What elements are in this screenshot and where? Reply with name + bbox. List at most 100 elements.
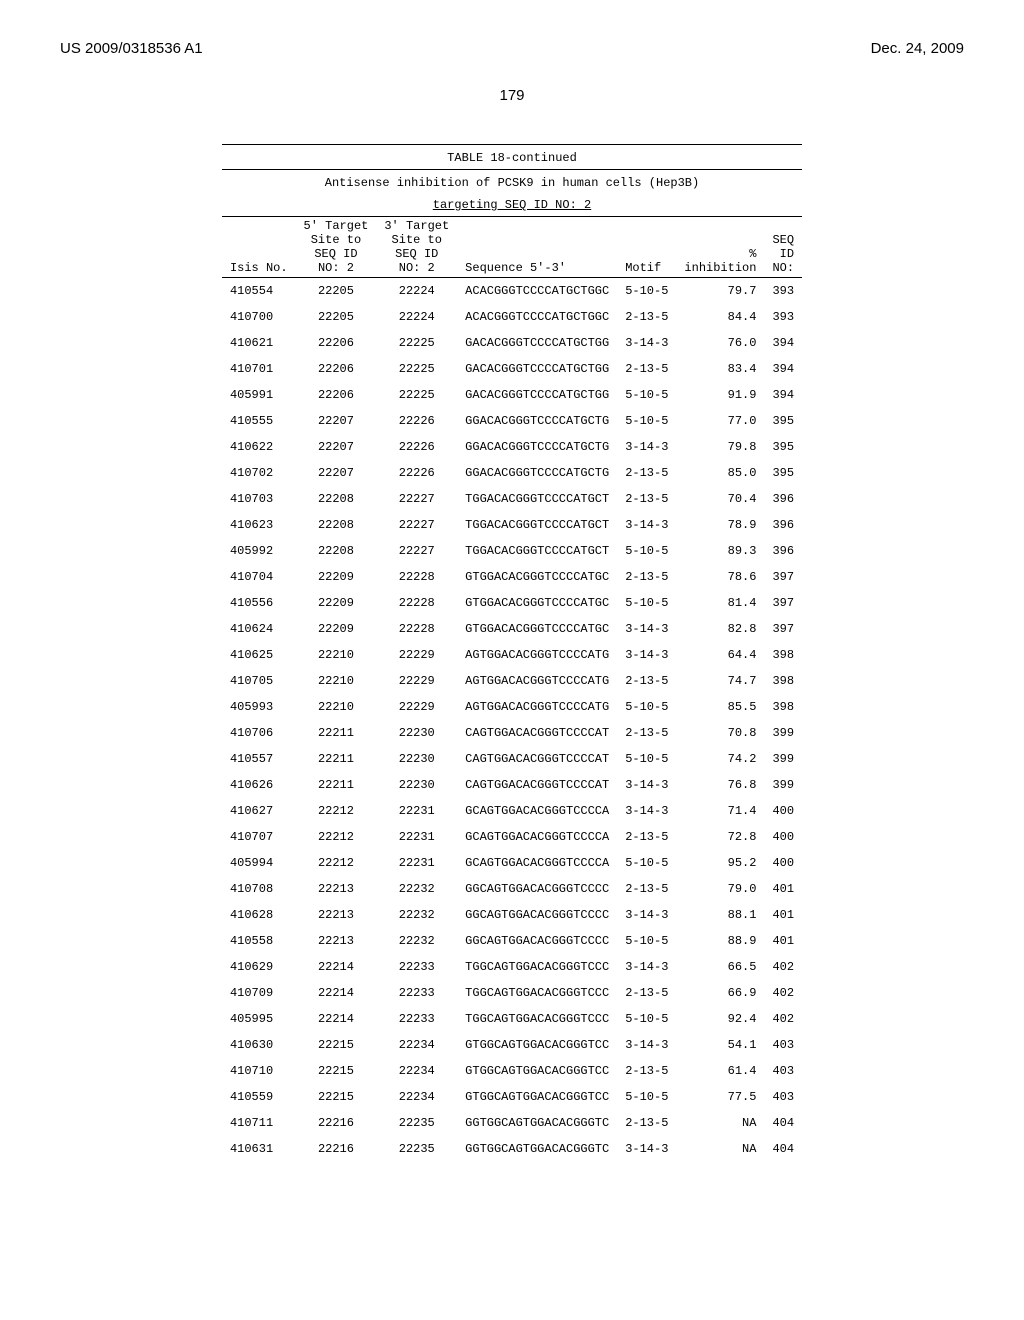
cell-sequence: CAGTGGACACGGGTCCCCAT	[457, 772, 617, 798]
cell-site3: 22232	[376, 876, 457, 902]
table-row: 4106252221022229AGTGGACACGGGTCCCCATG3-14…	[222, 642, 802, 668]
cell-seqid: 397	[764, 616, 802, 642]
cell-inhibition: 79.7	[676, 278, 764, 305]
table-header-row: Isis No. 5' Target Site to SEQ ID NO: 2 …	[222, 217, 802, 278]
cell-motif: 3-14-3	[617, 616, 676, 642]
table-row: 4107062221122230CAGTGGACACGGGTCCCCAT2-13…	[222, 720, 802, 746]
table-row: 4106242220922228GTGGACACGGGTCCCCATGC3-14…	[222, 616, 802, 642]
cell-seqid: 396	[764, 538, 802, 564]
cell-inhibition: 88.9	[676, 928, 764, 954]
cell-motif: 5-10-5	[617, 382, 676, 408]
cell-site3: 22230	[376, 746, 457, 772]
cell-site3: 22229	[376, 668, 457, 694]
cell-isis: 410559	[222, 1084, 296, 1110]
cell-motif: 5-10-5	[617, 850, 676, 876]
cell-inhibition: 66.5	[676, 954, 764, 980]
cell-isis: 410707	[222, 824, 296, 850]
cell-site3: 22228	[376, 616, 457, 642]
cell-seqid: 403	[764, 1084, 802, 1110]
cell-isis: 405991	[222, 382, 296, 408]
cell-site5: 22210	[296, 694, 377, 720]
table-row: 4107072221222231GCAGTGGACACGGGTCCCCA2-13…	[222, 824, 802, 850]
cell-site3: 22224	[376, 304, 457, 330]
cell-inhibition: 66.9	[676, 980, 764, 1006]
cell-site3: 22233	[376, 1006, 457, 1032]
cell-isis: 410554	[222, 278, 296, 305]
cell-site3: 22225	[376, 330, 457, 356]
cell-seqid: 395	[764, 408, 802, 434]
table-row: 4106312221622235GGTGGCAGTGGACACGGGTC3-14…	[222, 1136, 802, 1162]
page-header: US 2009/0318536 A1 Dec. 24, 2009	[60, 40, 964, 57]
cell-sequence: GGTGGCAGTGGACACGGGTC	[457, 1136, 617, 1162]
cell-motif: 2-13-5	[617, 980, 676, 1006]
cell-site5: 22209	[296, 590, 377, 616]
cell-sequence: GACACGGGTCCCCATGCTGG	[457, 330, 617, 356]
cell-motif: 3-14-3	[617, 512, 676, 538]
cell-sequence: GTGGCAGTGGACACGGGTCC	[457, 1084, 617, 1110]
cell-seqid: 399	[764, 720, 802, 746]
cell-site5: 22211	[296, 720, 377, 746]
cell-inhibition: 78.6	[676, 564, 764, 590]
table-row: 4107102221522234GTGGCAGTGGACACGGGTCC2-13…	[222, 1058, 802, 1084]
cell-sequence: GTGGACACGGGTCCCCATGC	[457, 564, 617, 590]
cell-sequence: GGTGGCAGTGGACACGGGTC	[457, 1110, 617, 1136]
cell-seqid: 398	[764, 694, 802, 720]
cell-sequence: GGACACGGGTCCCCATGCTG	[457, 460, 617, 486]
cell-isis: 410624	[222, 616, 296, 642]
cell-site3: 22225	[376, 356, 457, 382]
cell-sequence: GTGGCAGTGGACACGGGTCC	[457, 1032, 617, 1058]
cell-isis: 410630	[222, 1032, 296, 1058]
cell-seqid: 400	[764, 824, 802, 850]
cell-sequence: GGACACGGGTCCCCATGCTG	[457, 408, 617, 434]
cell-seqid: 399	[764, 746, 802, 772]
cell-site3: 22230	[376, 772, 457, 798]
cell-site5: 22209	[296, 616, 377, 642]
cell-site5: 22211	[296, 772, 377, 798]
table-row: 4107012220622225GACACGGGTCCCCATGCTGG2-13…	[222, 356, 802, 382]
cell-site5: 22213	[296, 928, 377, 954]
table-row: 4107092221422233TGGCAGTGGACACGGGTCCC2-13…	[222, 980, 802, 1006]
cell-inhibition: 74.7	[676, 668, 764, 694]
cell-sequence: GCAGTGGACACGGGTCCCCA	[457, 798, 617, 824]
cell-inhibition: 78.9	[676, 512, 764, 538]
cell-site3: 22226	[376, 434, 457, 460]
cell-seqid: 402	[764, 954, 802, 980]
cell-isis: 410708	[222, 876, 296, 902]
cell-inhibition: 70.4	[676, 486, 764, 512]
cell-sequence: TGGACACGGGTCCCCATGCT	[457, 486, 617, 512]
cell-motif: 2-13-5	[617, 1058, 676, 1084]
table-row: 4106302221522234GTGGCAGTGGACACGGGTCC3-14…	[222, 1032, 802, 1058]
table-row: 4107022220722226GGACACGGGTCCCCATGCTG2-13…	[222, 460, 802, 486]
table-title: TABLE 18-continued	[222, 144, 802, 170]
cell-site3: 22229	[376, 694, 457, 720]
cell-seqid: 398	[764, 642, 802, 668]
table-row: 4107002220522224ACACGGGTCCCCATGCTGGC2-13…	[222, 304, 802, 330]
cell-seqid: 403	[764, 1058, 802, 1084]
cell-site5: 22213	[296, 876, 377, 902]
cell-site5: 22208	[296, 512, 377, 538]
cell-seqid: 396	[764, 512, 802, 538]
cell-seqid: 398	[764, 668, 802, 694]
cell-sequence: GGCAGTGGACACGGGTCCCC	[457, 902, 617, 928]
cell-isis: 410557	[222, 746, 296, 772]
cell-site5: 22207	[296, 434, 377, 460]
cell-site3: 22233	[376, 954, 457, 980]
publication-number: US 2009/0318536 A1	[60, 40, 203, 57]
cell-inhibition: 84.4	[676, 304, 764, 330]
cell-motif: 5-10-5	[617, 1006, 676, 1032]
cell-site5: 22215	[296, 1084, 377, 1110]
cell-motif: 5-10-5	[617, 928, 676, 954]
cell-inhibition: 72.8	[676, 824, 764, 850]
table-row: 4107112221622235GGTGGCAGTGGACACGGGTC2-13…	[222, 1110, 802, 1136]
cell-inhibition: 79.8	[676, 434, 764, 460]
table-row: 4105592221522234GTGGCAGTGGACACGGGTCC5-10…	[222, 1084, 802, 1110]
cell-seqid: 402	[764, 1006, 802, 1032]
cell-isis: 410631	[222, 1136, 296, 1162]
table-subtitle-line1: Antisense inhibition of PCSK9 in human c…	[222, 170, 802, 192]
publication-date: Dec. 24, 2009	[871, 40, 964, 57]
cell-site3: 22226	[376, 408, 457, 434]
cell-seqid: 404	[764, 1110, 802, 1136]
cell-site3: 22233	[376, 980, 457, 1006]
cell-site3: 22231	[376, 850, 457, 876]
table-row: 4105552220722226GGACACGGGTCCCCATGCTG5-10…	[222, 408, 802, 434]
